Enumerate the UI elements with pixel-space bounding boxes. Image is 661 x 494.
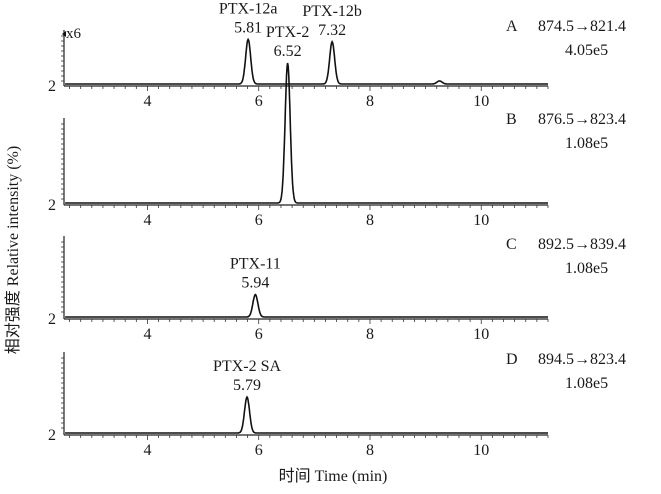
y-tick-label: 2 — [48, 311, 56, 328]
peak-rt-label: 5.81 — [234, 19, 262, 36]
panel-letter-D: D — [506, 351, 518, 368]
x-tick-label: 10 — [473, 93, 489, 110]
peak-rt-label: 7.32 — [318, 22, 346, 39]
x-tick-label: 4 — [143, 442, 151, 459]
x-tick-label: 6 — [255, 93, 263, 110]
x-tick-label: 10 — [473, 326, 489, 343]
y-axis-title: 相对强度 Relative intensity (%) — [4, 146, 22, 354]
scale-marker-arrow-icon — [62, 31, 66, 37]
x-tick-label: 6 — [255, 326, 263, 343]
x-tick-label: 4 — [143, 326, 151, 343]
trace-line-B — [65, 62, 548, 204]
transition-label-D: 894.5→823.4 — [538, 351, 626, 368]
intensity-label-B: 1.08e5 — [565, 135, 608, 152]
transition-label-C: 892.5→839.4 — [538, 236, 626, 253]
intensity-label-C: 1.08e5 — [565, 260, 608, 277]
y-tick-label: 2 — [48, 427, 56, 444]
transition-label-A: 874.5→821.4 — [538, 18, 626, 35]
x-tick-label: 8 — [366, 212, 374, 229]
transition-label-B: 876.5→823.4 — [538, 111, 626, 128]
peak-name-label: PTX-12a — [219, 0, 278, 17]
x-tick-label: 10 — [473, 212, 489, 229]
peak-rt-label: 5.94 — [241, 275, 269, 292]
trace-line-C — [65, 293, 548, 318]
x-tick-label: 4 — [143, 93, 151, 110]
intensity-label-D: 1.08e5 — [565, 375, 608, 392]
trace-line-D — [65, 395, 548, 434]
peak-rt-label: 6.52 — [274, 43, 302, 60]
x-axis-title: 时间 Time (min) — [279, 467, 388, 485]
y-tick-label: 2 — [48, 78, 56, 95]
x-tick-label: 8 — [366, 442, 374, 459]
x-tick-label: 8 — [366, 326, 374, 343]
scale-marker-label: x6 — [66, 26, 82, 42]
panel-letter-B: B — [506, 111, 517, 128]
x-tick-label: 8 — [366, 93, 374, 110]
panel-letter-A: A — [506, 18, 518, 35]
peak-name-label: PTX-2 — [266, 24, 310, 41]
y-tick-label: 2 — [48, 197, 56, 214]
panel-letter-C: C — [506, 236, 517, 253]
x-tick-label: 10 — [473, 442, 489, 459]
x-tick-label: 4 — [143, 212, 151, 229]
peak-name-label: PTX-11 — [230, 256, 281, 273]
trace-line-A — [65, 37, 548, 85]
peak-rt-label: 5.79 — [233, 377, 261, 394]
peak-name-label: PTX-12b — [302, 3, 362, 20]
intensity-label-A: 4.05e5 — [565, 42, 608, 59]
x-tick-label: 6 — [255, 212, 263, 229]
x-tick-label: 6 — [255, 442, 263, 459]
peak-name-label: PTX-2 SA — [213, 358, 281, 375]
